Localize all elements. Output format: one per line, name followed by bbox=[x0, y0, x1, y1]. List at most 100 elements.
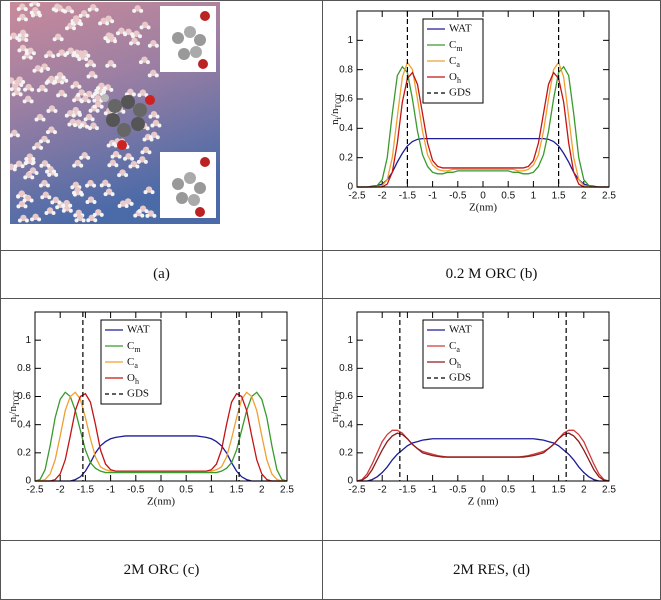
x-tick-label: -1 bbox=[106, 485, 115, 496]
plot-frame bbox=[356, 10, 610, 188]
series-line bbox=[357, 71, 609, 188]
y-tick-label: 0.2 bbox=[339, 447, 353, 458]
x-axis-label: Z (nm) bbox=[468, 496, 499, 508]
x-tick-label: -1 bbox=[428, 485, 437, 496]
x-tick-label: 2.5 bbox=[280, 485, 294, 496]
legend-label: Ca bbox=[449, 55, 460, 70]
caption: 2M RES, (d) bbox=[322, 540, 661, 600]
x-tick-label: -2.5 bbox=[348, 191, 366, 202]
x-tick-label: -2 bbox=[378, 191, 387, 202]
legend-label: WAT bbox=[449, 324, 472, 336]
x-tick-label: -1.5 bbox=[399, 485, 417, 496]
x-tick-label: 1.5 bbox=[552, 191, 566, 202]
y-tick-label: 0.6 bbox=[17, 391, 31, 402]
x-tick-label: -2 bbox=[378, 485, 387, 496]
caption: 0.2 M ORC (b) bbox=[322, 250, 661, 299]
y-tick-label: 0.4 bbox=[339, 123, 353, 134]
y-axis-label: ni/nTOT bbox=[329, 93, 344, 125]
inset-molecule bbox=[172, 157, 210, 217]
caption: 2M ORC (c) bbox=[0, 540, 323, 600]
legend-label: WAT bbox=[449, 23, 472, 35]
legend-label: Ca bbox=[449, 340, 460, 355]
legend-label: WAT bbox=[127, 324, 150, 336]
legend-box bbox=[422, 319, 484, 389]
series-line bbox=[357, 438, 609, 482]
cell bbox=[0, 0, 323, 251]
x-tick-label: 0 bbox=[158, 485, 164, 496]
y-tick-label: 0.6 bbox=[339, 391, 353, 402]
series-line bbox=[35, 391, 287, 482]
y-tick-label: 0 bbox=[347, 476, 353, 487]
x-tick-label: 1.5 bbox=[230, 485, 244, 496]
legend-label: GDS bbox=[449, 372, 471, 384]
x-tick-label: -0.5 bbox=[127, 485, 145, 496]
legend-label: Ca bbox=[127, 356, 138, 371]
x-tick-label: -1.5 bbox=[77, 485, 95, 496]
x-tick-label: 2 bbox=[581, 191, 587, 202]
caption: (a) bbox=[0, 250, 323, 299]
line-chart: -2.5 -2 -1.5 -1 -0.5 0 0.5 1 1.5 2 2.5 0 0.2 0.4 0.6 0.… bbox=[329, 10, 616, 214]
x-axis-label: Z(nm) bbox=[147, 496, 175, 508]
y-tick-label: 0.2 bbox=[339, 152, 353, 163]
x-tick-label: -2.5 bbox=[26, 485, 44, 496]
x-tick-label: -2 bbox=[56, 485, 65, 496]
x-tick-label: 0.5 bbox=[179, 485, 193, 496]
y-tick-label: 1 bbox=[347, 35, 353, 46]
x-tick-label: -0.5 bbox=[449, 191, 467, 202]
y-axis-label: ni/nTOT bbox=[329, 391, 344, 423]
y-tick-label: 1 bbox=[347, 335, 353, 346]
series-line bbox=[34, 391, 288, 482]
line-chart: -2.5 -2 -1.5 -1 -0.5 0 0.5 1 1.5 2 2.5 0 0.2 0.4 0.6 0.… bbox=[7, 311, 294, 508]
y-tick-label: 0.8 bbox=[339, 64, 353, 75]
y-tick-label: 0.8 bbox=[339, 363, 353, 374]
legend-label: Cm bbox=[449, 39, 463, 54]
molecule-image bbox=[10, 2, 220, 224]
series-line bbox=[356, 429, 610, 482]
inset-molecule bbox=[172, 11, 210, 69]
x-tick-label: 2 bbox=[581, 485, 587, 496]
x-tick-label: -2.5 bbox=[348, 485, 366, 496]
legend-label: GDS bbox=[449, 87, 471, 99]
x-tick-label: 1 bbox=[531, 191, 537, 202]
x-tick-label: -0.5 bbox=[449, 485, 467, 496]
solute-molecule bbox=[101, 94, 155, 150]
y-tick-label: 0 bbox=[347, 182, 353, 193]
series-line bbox=[357, 137, 609, 188]
line-chart: -2.5 -2 -1.5 -1 -0.5 0 0.5 1 1.5 2 2.5 0 0.2 0.4 0.6 0.… bbox=[329, 311, 616, 508]
x-tick-label: 0.5 bbox=[501, 191, 515, 202]
x-tick-label: 0.5 bbox=[501, 485, 515, 496]
legend-label: GDS bbox=[127, 388, 149, 400]
x-tick-label: 2.5 bbox=[602, 191, 616, 202]
x-tick-label: -1 bbox=[428, 191, 437, 202]
x-tick-label: 0 bbox=[480, 191, 486, 202]
y-tick-label: 0.4 bbox=[17, 419, 31, 430]
x-tick-label: 1 bbox=[209, 485, 215, 496]
x-tick-label: 1 bbox=[531, 485, 537, 496]
series-line bbox=[35, 392, 287, 482]
legend-label: Oh bbox=[127, 372, 139, 387]
plot-frame bbox=[356, 311, 610, 482]
series-line bbox=[356, 432, 610, 482]
series-line bbox=[357, 60, 609, 188]
y-axis-label: ni/nTOT bbox=[7, 391, 22, 423]
x-tick-label: 0 bbox=[480, 485, 486, 496]
y-tick-label: 0.4 bbox=[339, 419, 353, 430]
series-line bbox=[357, 65, 609, 188]
y-tick-label: 0.6 bbox=[339, 94, 353, 105]
x-tick-label: 2.5 bbox=[602, 485, 616, 496]
x-tick-label: 1.5 bbox=[552, 485, 566, 496]
y-tick-label: 0 bbox=[25, 476, 31, 487]
legend-label: Cm bbox=[127, 340, 141, 355]
legend-label: Oh bbox=[449, 356, 461, 371]
y-tick-label: 1 bbox=[25, 335, 31, 346]
y-tick-label: 0.8 bbox=[17, 363, 31, 374]
y-tick-label: 0.2 bbox=[17, 447, 31, 458]
x-tick-label: -1.5 bbox=[399, 191, 417, 202]
x-tick-label: 2 bbox=[259, 485, 265, 496]
series-line bbox=[35, 435, 287, 482]
x-axis-label: Z(nm) bbox=[469, 202, 497, 214]
